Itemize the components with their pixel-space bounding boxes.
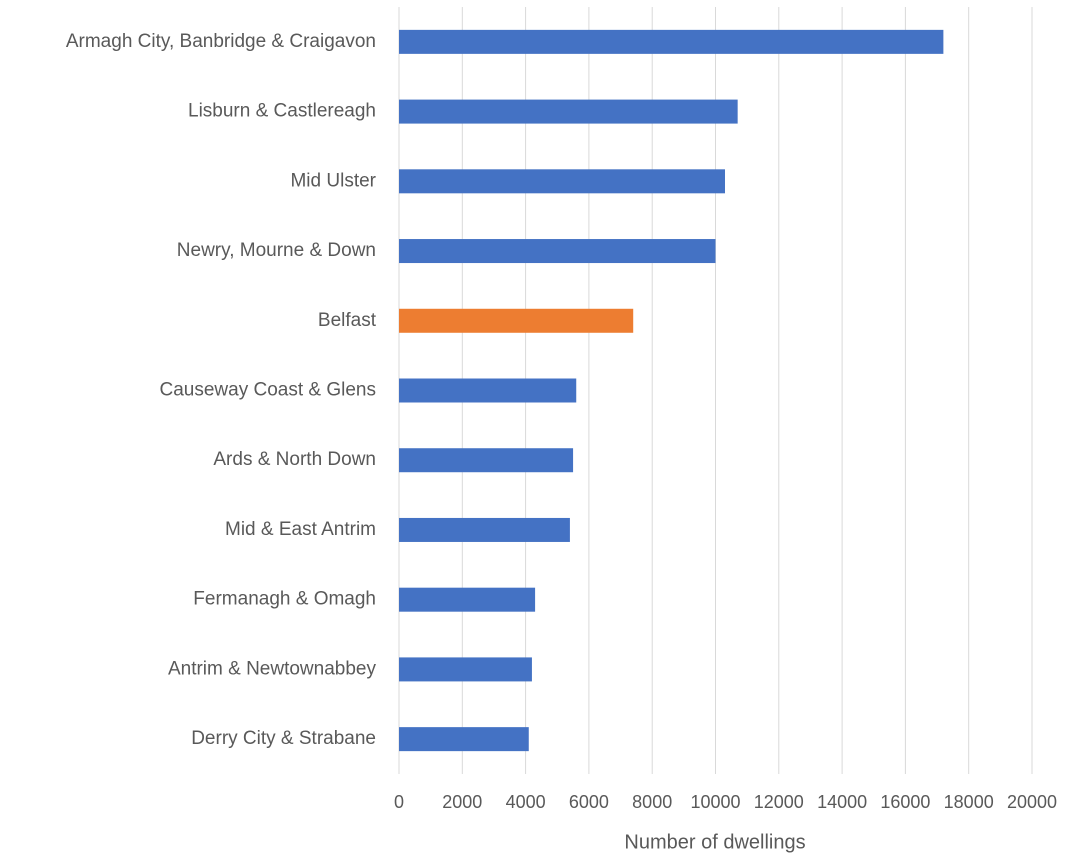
y-tick-label: Newry, Mourne & Down [177, 240, 376, 261]
y-tick-label: Mid & East Antrim [225, 519, 376, 540]
y-tick-label: Ards & North Down [213, 449, 376, 470]
x-tick-label: 10000 [690, 792, 740, 812]
bar [399, 378, 577, 403]
y-tick-label: Mid Ulster [290, 170, 376, 191]
x-tick-label: 20000 [1007, 792, 1057, 812]
x-tick-label: 16000 [880, 792, 930, 812]
x-tick-label: 4000 [506, 792, 546, 812]
bar [399, 29, 944, 54]
x-tick-label: 18000 [944, 792, 994, 812]
bar [399, 169, 725, 194]
bar [399, 308, 634, 333]
x-tick-label: 0 [394, 792, 404, 812]
y-tick-label: Armagh City, Banbridge & Craigavon [66, 31, 376, 52]
bar [399, 517, 570, 542]
bar [399, 99, 738, 124]
bar [399, 239, 716, 264]
y-tick-label: Belfast [318, 310, 377, 331]
y-tick-label: Fermanagh & Omagh [193, 589, 376, 610]
y-tick-label: Causeway Coast & Glens [160, 380, 377, 401]
bar [399, 727, 529, 752]
x-tick-label: 6000 [569, 792, 609, 812]
x-axis-title: Number of dwellings [624, 831, 805, 853]
x-tick-label: 14000 [817, 792, 867, 812]
x-tick-label: 2000 [442, 792, 482, 812]
y-tick-label: Lisburn & Castlereagh [188, 101, 376, 122]
bar [399, 587, 536, 612]
y-tick-label: Derry City & Strabane [191, 728, 376, 749]
x-tick-label: 12000 [754, 792, 804, 812]
y-tick-label: Antrim & Newtownabbey [168, 658, 377, 679]
bar [399, 448, 574, 473]
bar [399, 657, 532, 682]
x-tick-label: 8000 [632, 792, 672, 812]
